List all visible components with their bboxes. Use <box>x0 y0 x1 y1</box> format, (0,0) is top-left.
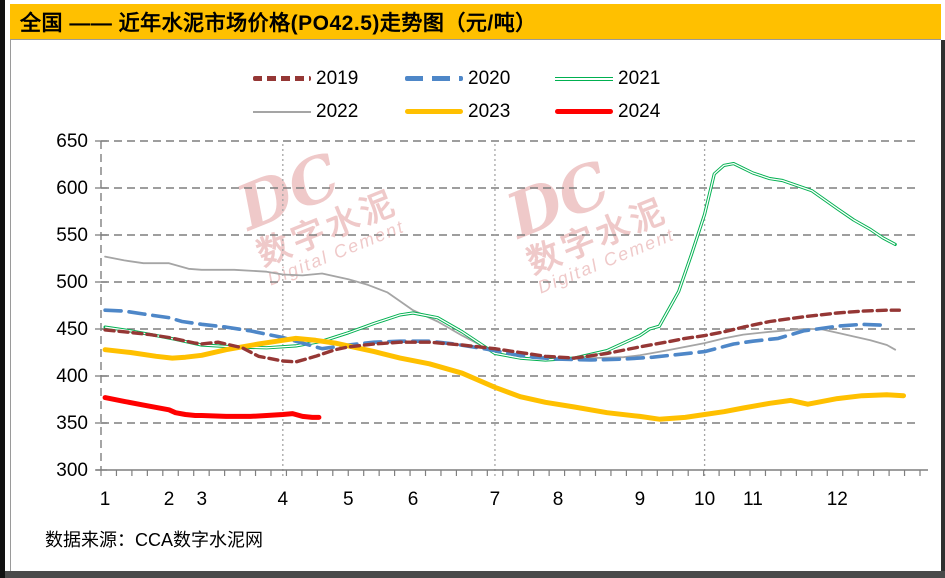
legend-label: 2020 <box>468 67 511 89</box>
data-source-text: 数据来源：CCA数字水泥网 <box>45 530 264 550</box>
legend-item-2023: 2023 <box>405 95 555 128</box>
series-line-2020 <box>103 308 885 362</box>
chart-legend: 2019 2020 2021 2022 2023 2024 <box>253 62 705 128</box>
legend-line-sample-2022 <box>253 110 311 113</box>
x-month-label-4: 4 <box>278 489 289 510</box>
legend-line-sample-2019 <box>253 76 311 81</box>
legend-item-2021: 2021 <box>555 62 705 95</box>
y-tick-label-550: 550 <box>56 225 88 246</box>
x-month-label-11: 11 <box>743 489 763 510</box>
x-month-label-6: 6 <box>408 489 419 510</box>
legend-label: 2021 <box>618 67 661 89</box>
legend-line-sample-2021 <box>555 76 613 81</box>
legend-label: 2023 <box>468 100 511 122</box>
y-tick-label-400: 400 <box>56 366 88 387</box>
legend-label: 2022 <box>316 100 359 122</box>
chart-area-border-top <box>10 39 941 40</box>
series-line-2024 <box>102 395 322 420</box>
x-month-label-9: 9 <box>635 489 646 510</box>
legend-item-2024: 2024 <box>555 95 705 128</box>
y-tick-label-350: 350 <box>56 413 88 434</box>
legend-item-2019: 2019 <box>253 62 405 95</box>
x-month-label-8: 8 <box>553 489 564 510</box>
legend-line-sample-2024 <box>555 109 613 114</box>
y-tick-label-600: 600 <box>56 178 88 199</box>
legend-label: 2019 <box>316 67 359 89</box>
chart-title-bar: 全国 —— 近年水泥市场价格(PO42.5)走势图（元/吨） <box>10 4 941 39</box>
legend-line-sample-2020 <box>405 76 463 81</box>
y-tick-label-500: 500 <box>56 272 88 293</box>
legend-line-sample-2023 <box>405 109 463 114</box>
series-line-2023 <box>102 335 906 422</box>
y-tick-label-650: 650 <box>56 131 88 152</box>
x-month-label-10: 10 <box>694 489 715 510</box>
y-tick-label-450: 450 <box>56 319 88 340</box>
series-line-2019 <box>103 308 901 364</box>
window-right-edge <box>941 40 945 571</box>
x-month-label-3: 3 <box>196 489 207 510</box>
y-tick-label-300: 300 <box>56 460 88 481</box>
x-month-label-5: 5 <box>343 489 354 510</box>
x-month-label-1: 1 <box>100 489 111 510</box>
legend-item-2022: 2022 <box>253 95 405 128</box>
legend-item-2020: 2020 <box>405 62 555 95</box>
data-source: 数据来源：CCA数字水泥网 <box>45 526 263 552</box>
legend-label: 2024 <box>618 100 661 122</box>
x-month-label-2: 2 <box>164 489 175 510</box>
chart-area-border-left <box>10 39 11 571</box>
x-month-label-12: 12 <box>827 489 848 510</box>
window-left-edge <box>0 0 5 578</box>
x-month-label-7: 7 <box>490 489 501 510</box>
window-bottom-edge <box>5 571 945 578</box>
chart-title: 全国 —— 近年水泥市场价格(PO42.5)走势图（元/吨） <box>20 11 537 35</box>
